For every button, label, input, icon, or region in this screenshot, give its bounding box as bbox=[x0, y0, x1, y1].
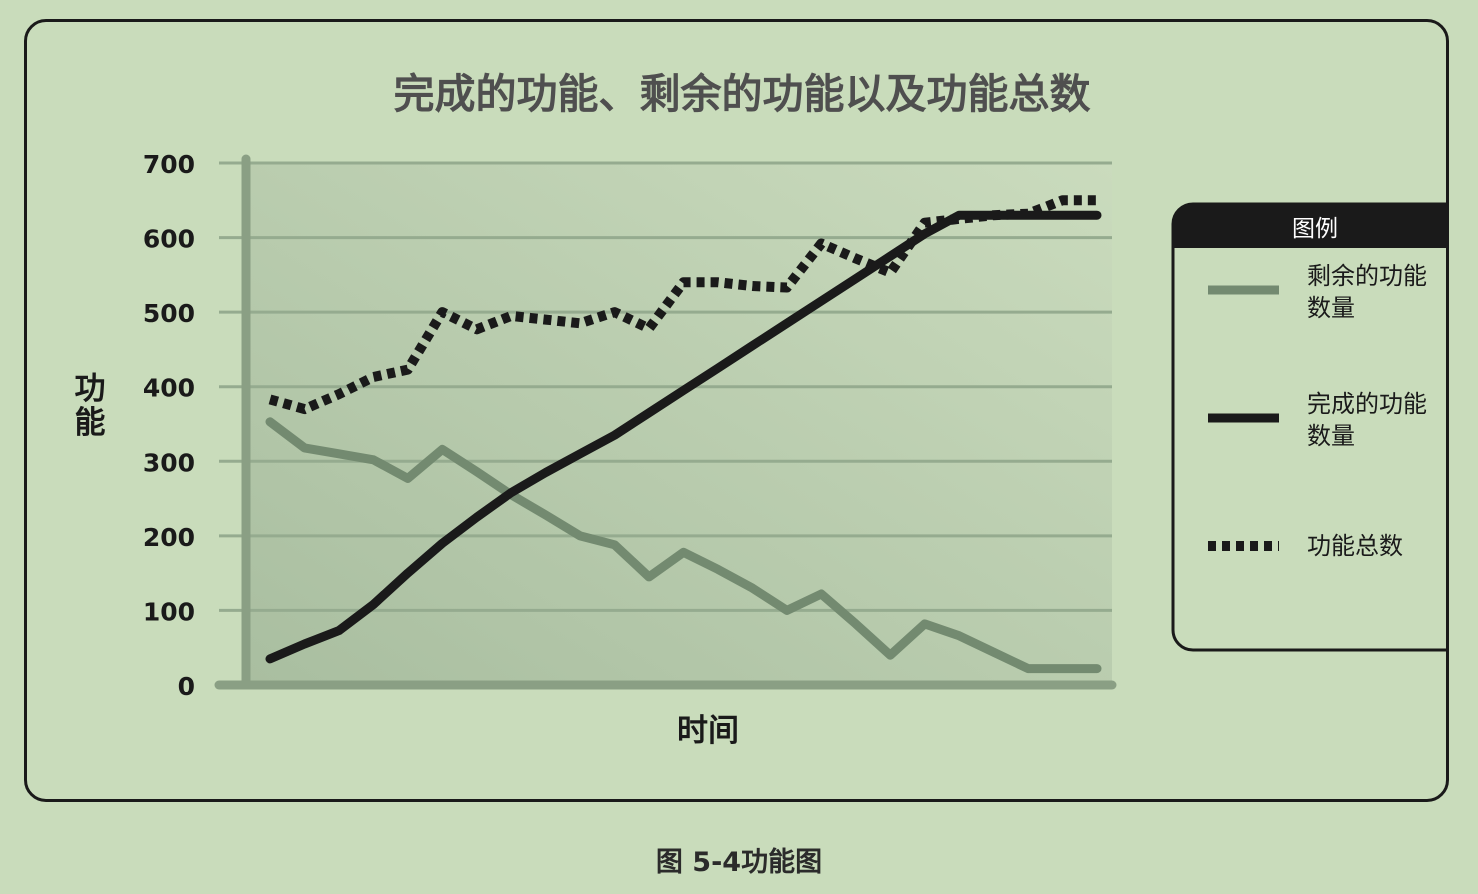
y-tick-label: 500 bbox=[143, 299, 195, 328]
y-tick-label: 300 bbox=[143, 448, 195, 477]
y-tick-label: 200 bbox=[143, 523, 195, 552]
y-axis-label: 功能 bbox=[75, 371, 106, 441]
y-tick-label: 100 bbox=[143, 597, 195, 626]
chart-frame: 完成的功能、剩余的功能以及功能总数 0 100 200 300 400 500 600 700… bbox=[24, 19, 1449, 802]
y-tick-label: 700 bbox=[143, 150, 195, 179]
legend-label: 功能总数 bbox=[1307, 532, 1403, 560]
y-tick-label: 0 bbox=[178, 672, 195, 701]
chart-title: 完成的功能、剩余的功能以及功能总数 bbox=[394, 70, 1091, 118]
line-chart: 完成的功能、剩余的功能以及功能总数 0 100 200 300 400 500 600 700… bbox=[27, 22, 1449, 802]
x-axis-label: 时间 bbox=[677, 713, 739, 749]
y-tick-label: 400 bbox=[143, 374, 195, 403]
legend-label: 完成的功能数量 bbox=[1307, 390, 1427, 450]
svg-text:功能: 功能 bbox=[75, 371, 106, 441]
figure-caption: 图 5-4功能图 bbox=[0, 840, 1478, 879]
legend-label: 剩余的功能数量 bbox=[1307, 262, 1427, 322]
y-tick-label: 600 bbox=[143, 225, 195, 254]
legend-title: 图例 bbox=[1292, 216, 1338, 242]
